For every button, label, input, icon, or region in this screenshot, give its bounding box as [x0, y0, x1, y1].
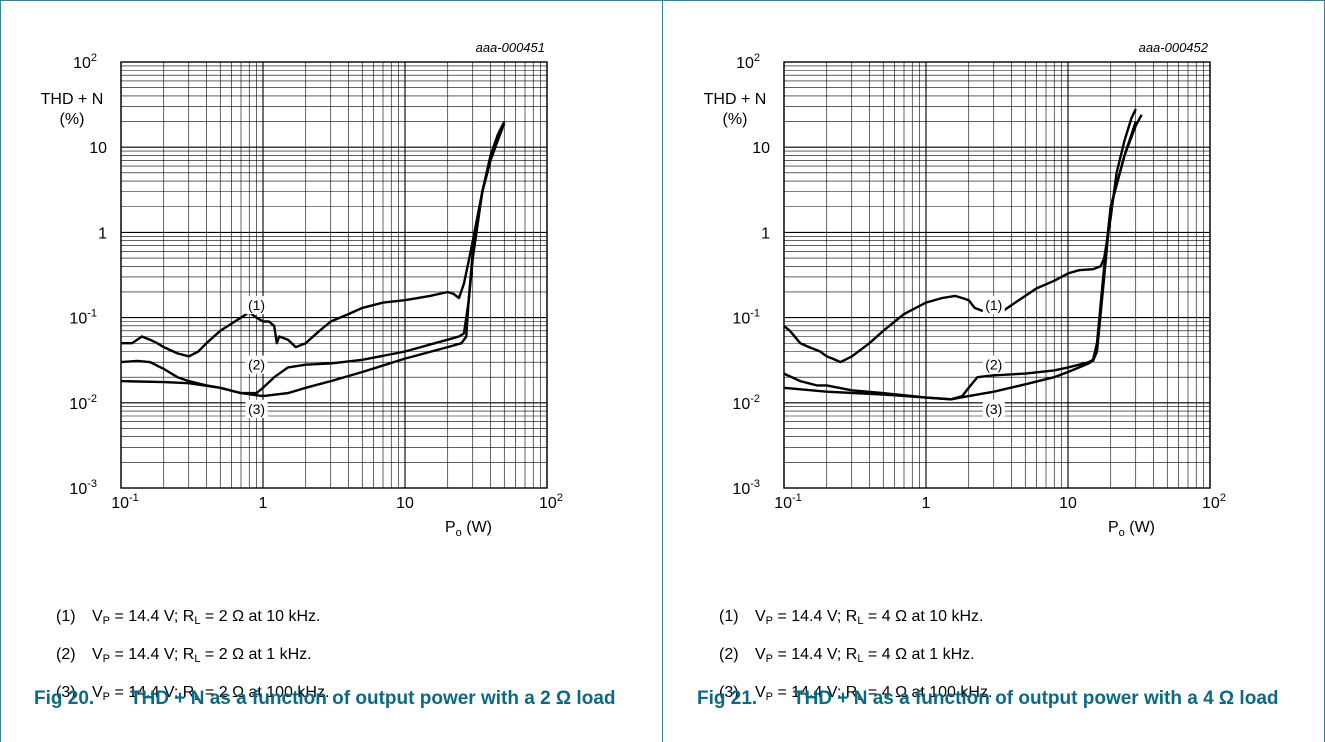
grid — [784, 62, 1210, 488]
legend-fig21: (1) VP = 14.4 V; RL = 4 Ω at 10 kHz. (2)… — [719, 600, 992, 714]
tick-label: 10 — [396, 495, 414, 512]
legend-num: (3) — [719, 684, 739, 701]
legend-item: (1) VP = 14.4 V; RL = 2 Ω at 10 kHz. — [56, 600, 329, 638]
figure-caption: Fig 20. THD + N as a function of output p… — [34, 688, 640, 710]
caption-label: Fig 21. — [697, 688, 758, 709]
legend-item: (3) VP = 14.4 V; RL = 2 Ω at 100 kHz. — [56, 676, 329, 714]
frame-middle-divider — [662, 0, 663, 742]
tick-label: 10 — [752, 140, 770, 157]
legend-item: (2) VP = 14.4 V; RL = 2 Ω at 1 kHz. — [56, 638, 329, 676]
tick-label: 102 — [73, 52, 97, 72]
figure-id: aaa-000451 — [476, 40, 545, 55]
tick-label: 10-3 — [69, 478, 97, 498]
series-line-1 — [783, 108, 1137, 364]
series-label-bg — [245, 355, 268, 374]
y-axis-label: THD + N — [704, 91, 767, 108]
tick-label: 10 — [89, 140, 107, 157]
series-label-bg — [982, 296, 1005, 315]
series-label: (2) — [248, 357, 265, 373]
series-line-3 — [783, 114, 1143, 401]
series-label: (3) — [985, 401, 1002, 417]
tick-label: 1 — [922, 495, 931, 512]
figure-21: 102 10 1 10-1 10-2 10-3 10-1 1 10 102 THD + N (%) Po… — [663, 0, 1323, 742]
tick-label: 10 — [1059, 495, 1077, 512]
legend-num: (1) — [719, 608, 739, 625]
legend-text: VP = 14.4 V; RL = 2 Ω at 10 kHz. — [92, 608, 321, 627]
legend-num: (1) — [56, 608, 76, 625]
x-axis-label: Po (W) — [445, 519, 492, 539]
legend-text: VP = 14.4 V; RL = 2 Ω at 1 kHz. — [92, 646, 312, 665]
tick-label: 10-1 — [732, 308, 760, 328]
series-line-1 — [121, 121, 506, 358]
series-label-bg — [982, 399, 1005, 418]
tick-label: 102 — [1202, 492, 1226, 512]
series-label: (3) — [248, 401, 265, 417]
legend-num: (2) — [56, 646, 76, 663]
legend-num: (3) — [56, 684, 76, 701]
caption-title: THD + N as a function of output power wi… — [793, 688, 1279, 709]
tick-label: 1 — [259, 495, 268, 512]
series-label-bg — [982, 355, 1005, 374]
grid — [121, 62, 547, 488]
caption-title: THD + N as a function of output power wi… — [130, 688, 616, 709]
series-label: (1) — [985, 297, 1002, 313]
series-line-3 — [120, 123, 506, 398]
caption-label: Fig 20. — [34, 688, 95, 709]
tick-label: 1 — [761, 225, 770, 242]
frame-left-border — [0, 0, 1, 742]
series-line-2 — [783, 121, 1137, 401]
x-axis-label: Po (W) — [1108, 519, 1155, 539]
plot-frame — [120, 61, 548, 489]
tick-label: 10-2 — [732, 393, 760, 413]
series-label: (2) — [985, 357, 1002, 373]
tick-label: 102 — [736, 52, 760, 72]
series-label-bg — [245, 399, 268, 418]
legend-item: (2) VP = 14.4 V; RL = 4 Ω at 1 kHz. — [719, 638, 992, 676]
tick-label: 10-2 — [69, 393, 97, 413]
tick-label: 1 — [98, 225, 107, 242]
figure-caption: Fig 21. THD + N as a function of output p… — [697, 688, 1303, 710]
figure-20: 102 10 1 10-1 10-2 10-3 10-1 1 10 102 THD + N (%) Po… — [0, 0, 660, 742]
tick-label: 10-1 — [69, 308, 97, 328]
thd-chart-2ohm: 102 10 1 10-1 10-2 10-3 10-1 1 10 102 THD + N (%) Po… — [41, 40, 563, 539]
series-label: (1) — [248, 297, 265, 313]
legend-text: VP = 14.4 V; RL = 4 Ω at 1 kHz. — [755, 646, 975, 665]
y-axis-label: THD + N — [41, 91, 104, 108]
plot-frame — [783, 61, 1211, 489]
legend-item: (3) VP = 14.4 V; RL = 4 Ω at 100 kHz. — [719, 676, 992, 714]
thd-chart-4ohm: 102 10 1 10-1 10-2 10-3 10-1 1 10 102 THD + N (%) Po… — [704, 40, 1226, 539]
legend-text: VP = 14.4 V; RL = 4 Ω at 10 kHz. — [755, 608, 984, 627]
series-label-bg — [245, 296, 268, 315]
tick-label: 10-1 — [111, 492, 139, 512]
legend-fig20: (1) VP = 14.4 V; RL = 2 Ω at 10 kHz. (2)… — [56, 600, 329, 714]
figure-id: aaa-000452 — [1139, 40, 1209, 55]
tick-label: 10-1 — [774, 492, 802, 512]
tick-label: 102 — [539, 492, 563, 512]
tick-label: 10-3 — [732, 478, 760, 498]
y-axis-unit: (%) — [60, 111, 85, 128]
legend-item: (1) VP = 14.4 V; RL = 4 Ω at 10 kHz. — [719, 600, 992, 638]
legend-text: VP = 14.4 V; RL = 2 Ω at 100 kHz. — [92, 684, 330, 703]
legend-num: (2) — [719, 646, 739, 663]
legend-text: VP = 14.4 V; RL = 4 Ω at 100 kHz. — [755, 684, 993, 703]
y-axis-unit: (%) — [723, 111, 748, 128]
